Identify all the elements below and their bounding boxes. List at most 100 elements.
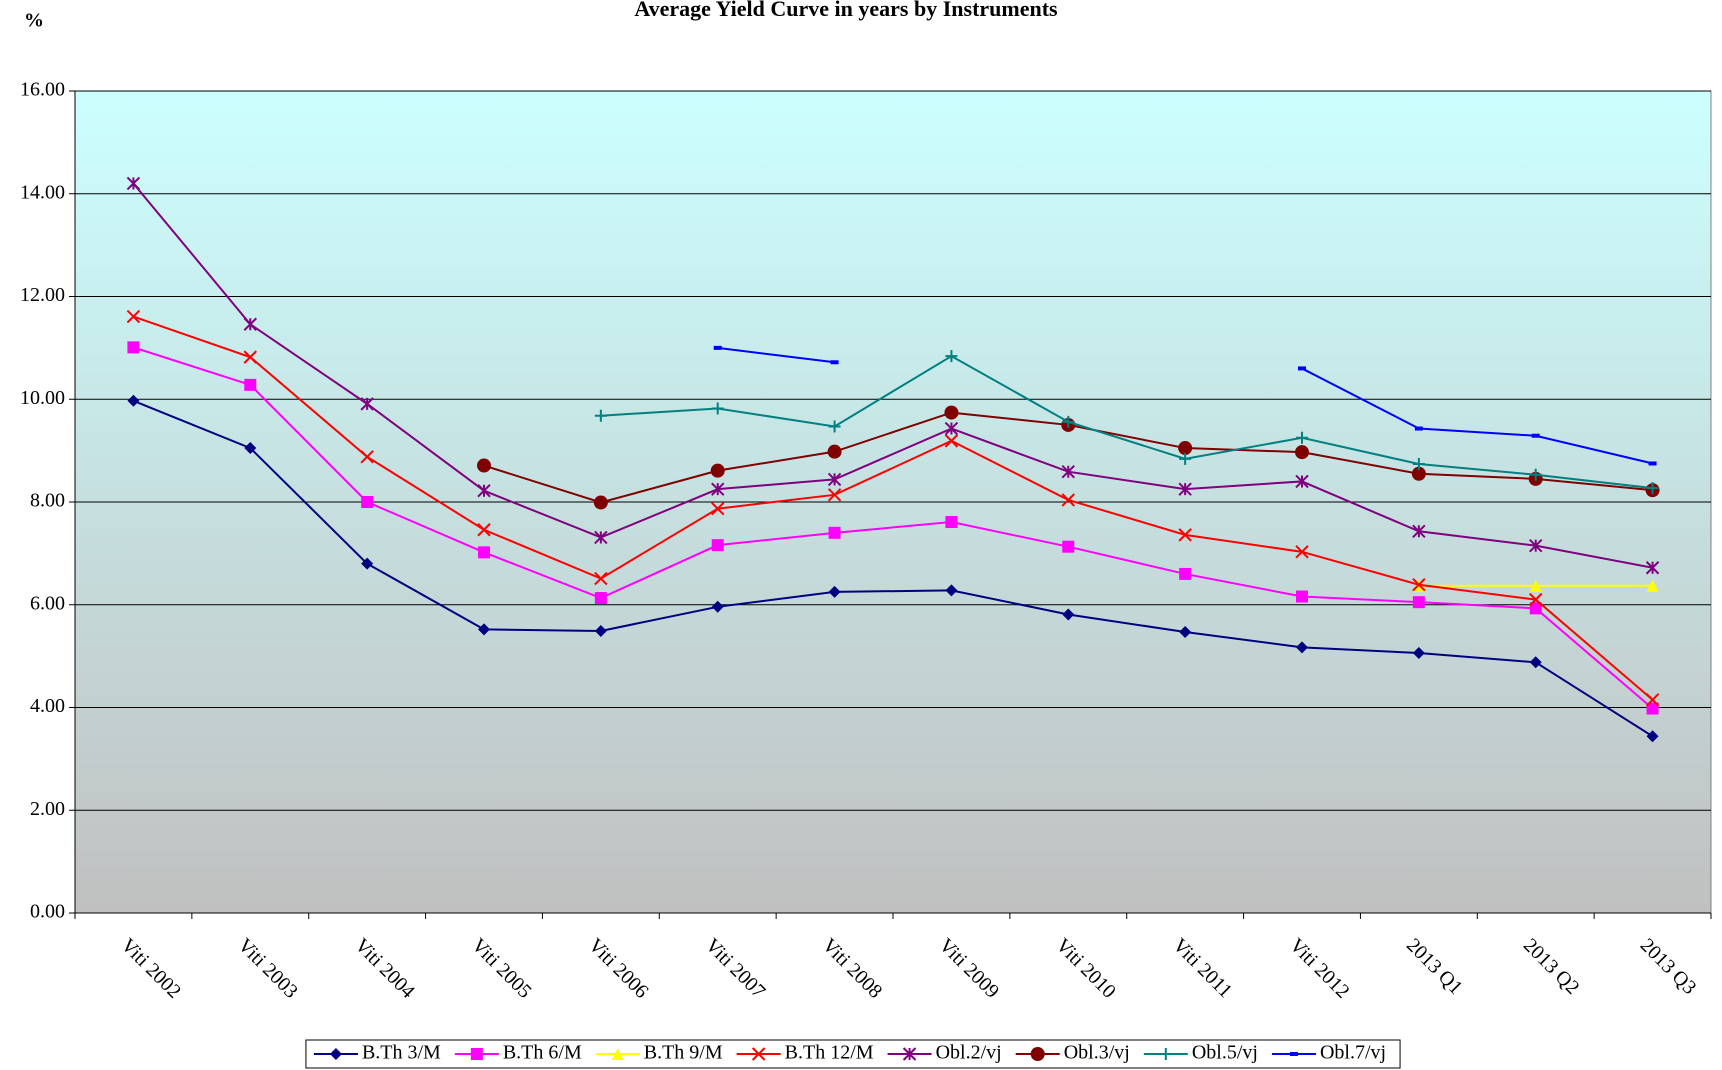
marker	[1414, 426, 1423, 431]
x-tick-label: 2013 Q2	[1519, 934, 1584, 999]
series-line	[133, 399, 1654, 738]
marker	[594, 624, 607, 637]
marker	[1061, 493, 1075, 507]
marker	[827, 488, 842, 502]
marker	[1179, 625, 1192, 638]
marker	[1296, 590, 1308, 603]
x-tick-label: Viti 2012	[1285, 934, 1354, 1003]
x-tick-label: Viti 2010	[1052, 934, 1121, 1003]
legend: B.Th 3/M B.Th 6/M B.Th 9/M B.Th 12/M Obl.2/v…	[305, 1039, 1401, 1069]
marker	[827, 472, 842, 487]
legend-item: B.Th 12/M	[736, 1042, 874, 1064]
marker	[945, 516, 958, 529]
marker	[1062, 540, 1075, 553]
marker	[1646, 579, 1659, 592]
marker	[593, 495, 608, 510]
y-tick-label: 14.00	[20, 181, 65, 203]
marker	[828, 585, 841, 598]
marker	[1295, 545, 1309, 559]
legend-item: B.Th 3/M	[313, 1042, 441, 1064]
y-tick-label: 16.00	[20, 79, 65, 101]
marker	[1412, 524, 1426, 538]
marker	[944, 405, 959, 420]
marker	[329, 1048, 342, 1060]
marker	[243, 317, 257, 331]
marker	[611, 1048, 624, 1060]
marker	[713, 345, 722, 350]
marker	[1412, 647, 1425, 660]
x-tick-label: Viti 2011	[1168, 934, 1236, 1002]
marker	[244, 378, 257, 391]
marker	[1061, 464, 1075, 479]
x-tick-label: Viti 2008	[818, 934, 887, 1003]
legend-item: B.Th 6/M	[454, 1042, 582, 1064]
legend-label: B.Th 3/M	[362, 1042, 441, 1064]
marker	[1646, 730, 1659, 743]
marker	[1412, 578, 1426, 592]
chart-title: Average Yield Curve in years by Instrume…	[634, 0, 1058, 21]
marker	[1159, 1048, 1172, 1060]
marker	[594, 592, 607, 605]
legend-label: Obl.3/vj	[1064, 1042, 1130, 1064]
marker	[711, 501, 725, 516]
marker	[751, 1047, 766, 1061]
marker	[1295, 474, 1309, 489]
x-tick-label: Viti 2007	[701, 934, 770, 1003]
marker	[945, 584, 958, 597]
marker	[1178, 528, 1192, 542]
marker	[830, 360, 839, 365]
legend-label: B.Th 12/M	[785, 1042, 874, 1064]
marker	[1179, 452, 1192, 465]
marker	[477, 483, 491, 498]
marker	[1411, 466, 1426, 481]
marker	[1178, 441, 1193, 456]
marker	[944, 421, 959, 436]
y-tick-label: 6.00	[30, 592, 65, 614]
marker	[126, 309, 141, 324]
marker	[1646, 482, 1659, 495]
marker	[827, 444, 842, 459]
marker	[1529, 592, 1543, 607]
y-tick-label: 12.00	[20, 284, 65, 306]
legend-item: Obl.7/vj	[1271, 1042, 1386, 1064]
marker	[711, 402, 724, 415]
marker	[1289, 1052, 1298, 1056]
marker	[1412, 457, 1425, 470]
marker	[477, 458, 491, 473]
marker	[243, 350, 257, 364]
marker	[478, 546, 490, 559]
marker	[711, 539, 724, 552]
marker	[828, 420, 841, 433]
marker	[127, 394, 140, 407]
y-tick-label: 10.00	[20, 387, 65, 409]
x-tick-label: Viti 2002	[117, 934, 186, 1003]
marker	[244, 442, 257, 455]
series-line	[600, 354, 1653, 490]
marker	[1531, 433, 1540, 438]
legend-label: Obl.7/vj	[1320, 1042, 1386, 1064]
marker	[478, 623, 490, 636]
y-axis-label: %	[24, 10, 44, 32]
legend-label: B.Th 9/M	[644, 1042, 723, 1064]
x-tick-label: Viti 2004	[350, 934, 419, 1003]
legend-item: B.Th 9/M	[595, 1042, 723, 1064]
marker	[470, 1048, 483, 1060]
marker	[360, 397, 374, 411]
marker	[126, 176, 141, 191]
marker	[1529, 538, 1543, 553]
y-tick-label: 2.00	[30, 798, 65, 820]
marker	[945, 350, 958, 363]
x-tick-label: 2013 Q3	[1636, 934, 1701, 999]
marker	[1412, 596, 1425, 609]
marker	[902, 1047, 917, 1061]
marker	[594, 409, 607, 422]
marker	[361, 557, 374, 570]
marker	[1295, 445, 1309, 460]
y-tick-label: 0.00	[30, 901, 65, 923]
marker	[1298, 366, 1306, 371]
x-tick-label: Viti 2006	[584, 934, 653, 1003]
y-tick-label: 4.00	[30, 695, 65, 717]
marker	[1645, 561, 1660, 575]
legend-item: Obl.5/vj	[1143, 1042, 1258, 1064]
